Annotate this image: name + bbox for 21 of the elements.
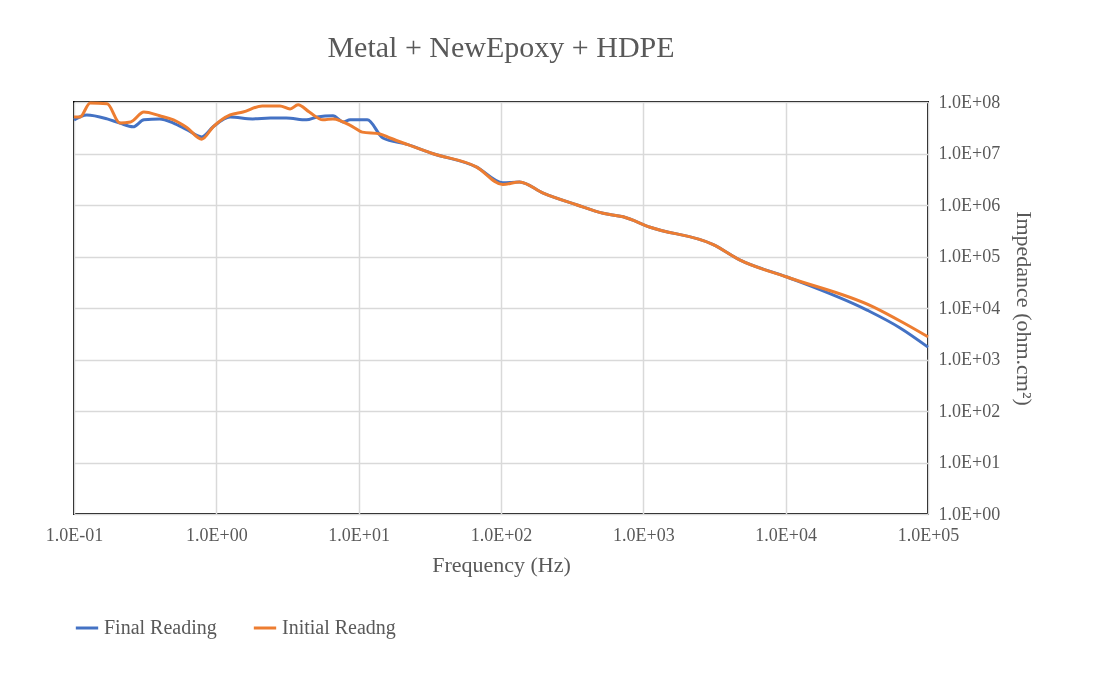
x-tick-label: 1.0E+05 (897, 524, 960, 545)
y-tick-label: 1.0E+02 (938, 400, 1001, 421)
y-tick-label: 1.0E+01 (938, 452, 1001, 472)
y-axis-title: Impedance (ohm.cm²) (1012, 211, 1038, 406)
y-tick-label: 1.0E+03 (938, 349, 1001, 369)
y-tick-label: 1.0E+06 (938, 194, 1001, 215)
x-tick-label: 1.0E+03 (613, 524, 675, 545)
x-axis-title: Frequency (Hz) (432, 551, 571, 577)
y-tick-label: 1.0E+00 (938, 503, 1001, 524)
legend-label: Final Reading (104, 616, 217, 639)
y-tick-label: 1.0E+05 (938, 246, 1001, 266)
x-tick-label: 1.0E-01 (45, 524, 104, 545)
y-tick-label: 1.0E+08 (938, 91, 1001, 112)
x-tick-label: 1.0E+00 (186, 524, 248, 545)
legend-label: Initial Readng (282, 616, 396, 639)
x-tick-label: 1.0E+04 (755, 524, 817, 545)
y-tick-label: 1.0E+07 (938, 143, 1001, 163)
x-tick-label: 1.0E+01 (328, 524, 390, 545)
x-tick-label: 1.0E+02 (470, 524, 533, 545)
y-tick-label: 1.0E+04 (938, 297, 1001, 318)
chart-title: Metal + NewEpoxy + HDPE (327, 30, 675, 63)
